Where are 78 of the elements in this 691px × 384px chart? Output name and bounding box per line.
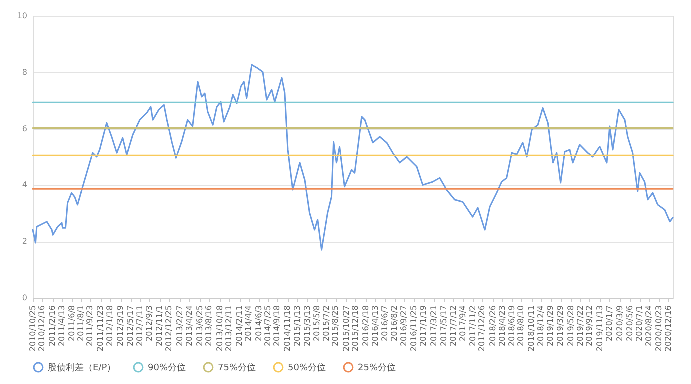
x-tick-label: 2013/12/11 — [224, 306, 234, 352]
x-tick-label: 2019/3/29 — [556, 306, 566, 347]
x-tick-label: 2013/6/25 — [196, 306, 205, 347]
x-tick-label: 2015/8/25 — [331, 306, 340, 347]
x-tick-label: 2011/2/16 — [48, 306, 58, 347]
x-tick-label: 2011/9/23 — [86, 306, 95, 347]
x-tick-label: 2011/6/8 — [67, 306, 76, 342]
x-tick-label: 2014/2/11 — [235, 306, 244, 347]
x-tick-label: 2013/2/27 — [175, 306, 184, 347]
x-tick-label: 2018/2/26 — [488, 306, 498, 347]
x-tick-label: 2012/5/17 — [126, 306, 136, 347]
x-tick-label: 2014/7/25 — [263, 306, 272, 347]
x-tick-label: 2010/12/16 — [37, 306, 46, 352]
x-tick-label: 2015/7/2 — [322, 306, 331, 342]
x-tick-label: 2019/1/29 — [546, 306, 556, 347]
legend-label: 25%分位 — [358, 362, 396, 374]
x-tick-label: 2014/6/3 — [254, 306, 264, 342]
x-tick-label: 2011/8/1 — [76, 306, 86, 342]
x-tick-label: 2012/7/11 — [136, 306, 145, 347]
x-tick-label: 2017/5/17 — [439, 306, 448, 347]
x-tick-label: 2019/5/28 — [566, 306, 576, 347]
x-tick-label: 2013/4/24 — [184, 306, 194, 347]
x-tick-label: 2014/4/4 — [244, 306, 254, 342]
x-tick-label: 2012/11/1 — [155, 306, 164, 347]
x-tick-label: 2017/11/2 — [468, 306, 478, 347]
x-tick-label: 2014/11/18 — [283, 306, 292, 352]
x-tick-label: 2016/11/25 — [410, 306, 419, 352]
x-tick-label: 2015/3/13 — [302, 306, 312, 347]
x-tick-label: 2013/10/18 — [215, 306, 224, 352]
x-tick-label: 2017/7/12 — [448, 306, 458, 347]
x-tick-label: 2012/12/25 — [164, 306, 174, 352]
x-tick-label: 2015/1/13 — [292, 306, 302, 347]
x-tick-label: 2010/10/25 — [28, 306, 38, 352]
legend-label: 股债利差（E/P） — [48, 362, 116, 374]
x-tick-label: 2015/12/18 — [350, 306, 360, 352]
x-tick-label: 2020/3/9 — [616, 306, 625, 342]
x-tick-label: 2015/5/8 — [312, 306, 322, 342]
line-series — [32, 64, 674, 251]
x-tick-label: 2018/10/11 — [527, 306, 536, 352]
x-tick-label: 2012/1/18 — [106, 306, 115, 347]
x-tick-label: 2011/11/23 — [96, 306, 106, 352]
x-tick-label: 2019/9/12 — [584, 306, 594, 347]
x-tick-label: 2018/12/4 — [536, 306, 546, 347]
y-tick-label: 10 — [17, 12, 28, 20]
x-tick-label: 2017/3/21 — [430, 306, 439, 347]
y-tick-label: 8 — [22, 68, 28, 77]
x-tick-label: 2020/1/7 — [604, 306, 614, 342]
x-tick-label: 2020/10/23 — [654, 306, 664, 352]
legend-label: 90%分位 — [148, 362, 186, 374]
y-tick-label: 0 — [22, 294, 28, 302]
x-tick-label: 2016/2/18 — [362, 306, 371, 347]
y-tick-label: 6 — [22, 124, 28, 134]
x-tick-label: 2020/12/16 — [664, 306, 673, 352]
x-tick-label: 2016/6/7 — [380, 306, 390, 342]
x-tick-label: 2020/5/6 — [625, 306, 634, 342]
x-tick-label: 2019/7/22 — [576, 306, 585, 347]
x-tick-label: 2011/4/13 — [58, 306, 67, 347]
x-tick-label: 2014/9/18 — [272, 306, 282, 347]
x-tick-label: 2016/8/2 — [390, 306, 399, 342]
x-tick-label: 2015/10/27 — [342, 306, 351, 352]
x-tick-label: 2012/3/19 — [116, 306, 126, 347]
x-tick-label: 2017/9/4 — [458, 306, 468, 342]
x-tick-label: 2016/9/27 — [400, 306, 409, 347]
x-tick-label: 2020/8/24 — [644, 306, 654, 347]
x-tick-label: 2019/11/13 — [595, 306, 604, 352]
x-tick-label: 2020/7/1 — [635, 306, 644, 342]
legend-label: 75%分位 — [218, 362, 256, 374]
y-tick-label: 2 — [22, 237, 28, 246]
x-tick-label: 2016/4/13 — [370, 306, 380, 347]
y-tick-label: 4 — [22, 180, 28, 190]
x-tick-label: 2018/8/10 — [516, 306, 526, 347]
x-tick-label: 2012/9/3 — [144, 306, 154, 342]
x-tick-label: 2013/8/16 — [204, 306, 214, 347]
legend-label: 50%分位 — [288, 362, 326, 374]
x-tick-label: 2017/1/19 — [419, 306, 428, 347]
x-tick-label: 2017/12/26 — [478, 306, 487, 352]
x-tick-label: 2018/6/19 — [508, 306, 517, 347]
x-tick-label: 2018/4/23 — [498, 306, 507, 347]
